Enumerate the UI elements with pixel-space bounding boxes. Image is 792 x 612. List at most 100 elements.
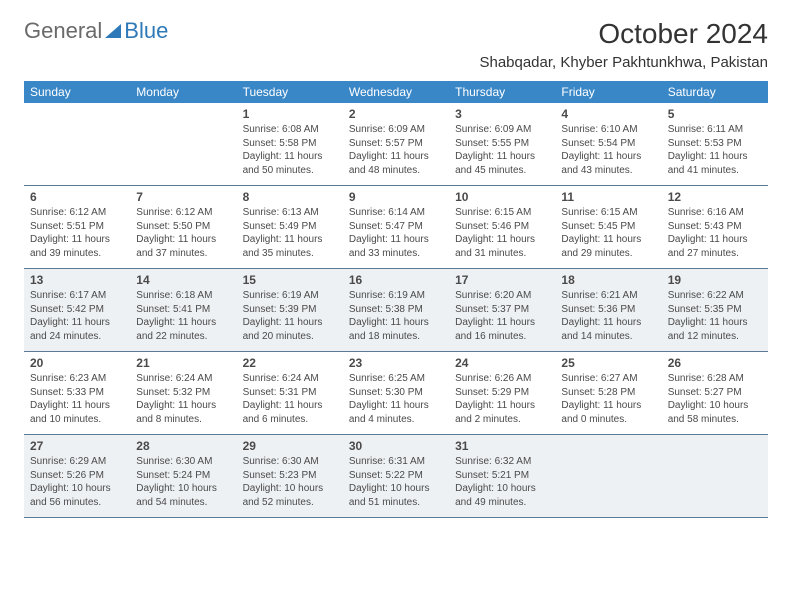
sunset-text: Sunset: 5:39 PM <box>243 303 337 317</box>
daylight-text: and 10 minutes. <box>30 413 124 427</box>
day-cell: 27Sunrise: 6:29 AMSunset: 5:26 PMDayligh… <box>24 435 130 517</box>
sunset-text: Sunset: 5:55 PM <box>455 137 549 151</box>
sunset-text: Sunset: 5:46 PM <box>455 220 549 234</box>
daylight-text: Daylight: 11 hours <box>561 316 655 330</box>
day-cell: 14Sunrise: 6:18 AMSunset: 5:41 PMDayligh… <box>130 269 236 351</box>
day-cell: 22Sunrise: 6:24 AMSunset: 5:31 PMDayligh… <box>237 352 343 434</box>
day-cell: 29Sunrise: 6:30 AMSunset: 5:23 PMDayligh… <box>237 435 343 517</box>
sunset-text: Sunset: 5:54 PM <box>561 137 655 151</box>
sunset-text: Sunset: 5:42 PM <box>30 303 124 317</box>
sunrise-text: Sunrise: 6:15 AM <box>561 206 655 220</box>
day-number: 26 <box>668 356 762 370</box>
sunrise-text: Sunrise: 6:13 AM <box>243 206 337 220</box>
sunset-text: Sunset: 5:41 PM <box>136 303 230 317</box>
sunrise-text: Sunrise: 6:26 AM <box>455 372 549 386</box>
sunset-text: Sunset: 5:50 PM <box>136 220 230 234</box>
day-cell: 8 Sunrise: 6:13 AMSunset: 5:49 PMDaylight… <box>237 186 343 268</box>
daylight-text: and 37 minutes. <box>136 247 230 261</box>
daylight-text: Daylight: 11 hours <box>455 316 549 330</box>
daylight-text: and 2 minutes. <box>455 413 549 427</box>
daylight-text: Daylight: 11 hours <box>668 233 762 247</box>
daylight-text: and 35 minutes. <box>243 247 337 261</box>
daylight-text: Daylight: 10 hours <box>668 399 762 413</box>
day-cell: 4Sunrise: 6:10 AMSunset: 5:54 PMDaylight… <box>555 103 661 185</box>
day-number: 22 <box>243 356 337 370</box>
day-number: 15 <box>243 273 337 287</box>
sunrise-text: Sunrise: 6:23 AM <box>30 372 124 386</box>
daylight-text: and 52 minutes. <box>243 496 337 510</box>
day-header: Tuesday <box>237 81 343 103</box>
sunset-text: Sunset: 5:43 PM <box>668 220 762 234</box>
sunset-text: Sunset: 5:49 PM <box>243 220 337 234</box>
daylight-text: Daylight: 11 hours <box>243 399 337 413</box>
day-number: 8 <box>243 190 337 204</box>
daylight-text: Daylight: 11 hours <box>668 316 762 330</box>
daylight-text: and 14 minutes. <box>561 330 655 344</box>
sunset-text: Sunset: 5:24 PM <box>136 469 230 483</box>
daylight-text: Daylight: 11 hours <box>561 233 655 247</box>
day-number: 19 <box>668 273 762 287</box>
day-header: Wednesday <box>343 81 449 103</box>
sunset-text: Sunset: 5:51 PM <box>30 220 124 234</box>
day-number: 17 <box>455 273 549 287</box>
daylight-text: Daylight: 11 hours <box>243 316 337 330</box>
day-number: 9 <box>349 190 443 204</box>
sunrise-text: Sunrise: 6:28 AM <box>668 372 762 386</box>
day-cell: 21Sunrise: 6:24 AMSunset: 5:32 PMDayligh… <box>130 352 236 434</box>
day-number: 4 <box>561 107 655 121</box>
sunset-text: Sunset: 5:36 PM <box>561 303 655 317</box>
sunrise-text: Sunrise: 6:22 AM <box>668 289 762 303</box>
sunset-text: Sunset: 5:30 PM <box>349 386 443 400</box>
daylight-text: Daylight: 11 hours <box>136 316 230 330</box>
daylight-text: Daylight: 11 hours <box>30 233 124 247</box>
day-number: 6 <box>30 190 124 204</box>
daylight-text: and 6 minutes. <box>243 413 337 427</box>
daylight-text: and 58 minutes. <box>668 413 762 427</box>
day-number: 27 <box>30 439 124 453</box>
day-number: 25 <box>561 356 655 370</box>
weeks-container: 1Sunrise: 6:08 AMSunset: 5:58 PMDaylight… <box>24 103 768 518</box>
daylight-text: and 22 minutes. <box>136 330 230 344</box>
day-cell: 25 Sunrise: 6:27 AMSunset: 5:28 PMDayligh… <box>555 352 661 434</box>
sunrise-text: Sunrise: 6:20 AM <box>455 289 549 303</box>
day-number: 18 <box>561 273 655 287</box>
sunrise-text: Sunrise: 6:25 AM <box>349 372 443 386</box>
day-cell: 3Sunrise: 6:09 AMSunset: 5:55 PMDaylight… <box>449 103 555 185</box>
sunset-text: Sunset: 5:47 PM <box>349 220 443 234</box>
sunset-text: Sunset: 5:58 PM <box>243 137 337 151</box>
daylight-text: Daylight: 11 hours <box>561 399 655 413</box>
sunrise-text: Sunrise: 6:30 AM <box>136 455 230 469</box>
daylight-text: and 12 minutes. <box>668 330 762 344</box>
brand-part2: Blue <box>124 18 168 44</box>
sunset-text: Sunset: 5:28 PM <box>561 386 655 400</box>
day-header-row: Sunday Monday Tuesday Wednesday Thursday… <box>24 81 768 103</box>
sunrise-text: Sunrise: 6:12 AM <box>136 206 230 220</box>
day-cell: 1Sunrise: 6:08 AMSunset: 5:58 PMDaylight… <box>237 103 343 185</box>
daylight-text: Daylight: 10 hours <box>349 482 443 496</box>
sunset-text: Sunset: 5:57 PM <box>349 137 443 151</box>
sunrise-text: Sunrise: 6:24 AM <box>243 372 337 386</box>
daylight-text: Daylight: 11 hours <box>455 150 549 164</box>
week-row: 6Sunrise: 6:12 AMSunset: 5:51 PMDaylight… <box>24 186 768 269</box>
sunset-text: Sunset: 5:22 PM <box>349 469 443 483</box>
sunset-text: Sunset: 5:53 PM <box>668 137 762 151</box>
day-number: 14 <box>136 273 230 287</box>
day-cell <box>130 103 236 185</box>
sunrise-text: Sunrise: 6:17 AM <box>30 289 124 303</box>
day-number: 13 <box>30 273 124 287</box>
week-row: 27Sunrise: 6:29 AMSunset: 5:26 PMDayligh… <box>24 435 768 518</box>
day-cell: 18 Sunrise: 6:21 AMSunset: 5:36 PMDayligh… <box>555 269 661 351</box>
daylight-text: and 31 minutes. <box>455 247 549 261</box>
page-title: October 2024 <box>479 18 768 50</box>
sunset-text: Sunset: 5:32 PM <box>136 386 230 400</box>
daylight-text: and 20 minutes. <box>243 330 337 344</box>
header-right: October 2024 Shabqadar, Khyber Pakhtunkh… <box>479 18 768 71</box>
daylight-text: and 4 minutes. <box>349 413 443 427</box>
week-row: 13 Sunrise: 6:17 AMSunset: 5:42 PM Dayligh… <box>24 269 768 352</box>
sunrise-text: Sunrise: 6:27 AM <box>561 372 655 386</box>
sunrise-text: Sunrise: 6:21 AM <box>561 289 655 303</box>
daylight-text: Daylight: 11 hours <box>243 233 337 247</box>
day-number: 7 <box>136 190 230 204</box>
sunset-text: Sunset: 5:33 PM <box>30 386 124 400</box>
triangle-icon <box>105 24 121 38</box>
